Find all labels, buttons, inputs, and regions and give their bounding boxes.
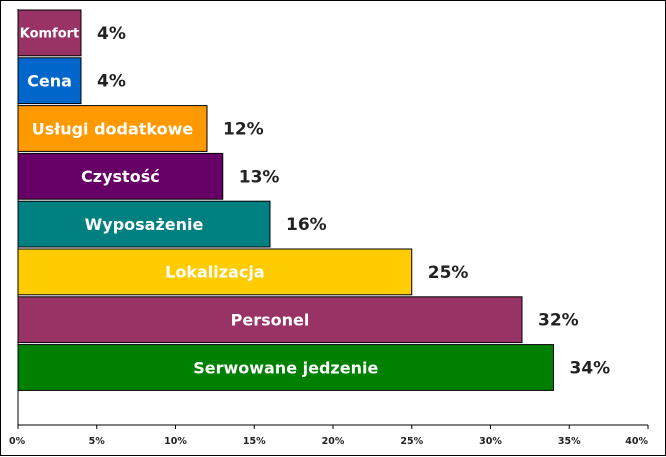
- bar: [17, 57, 82, 105]
- bar-category-label: Czystość: [81, 167, 160, 186]
- x-tick-label: 15%: [243, 436, 266, 447]
- bar-category-label: Cena: [27, 71, 72, 90]
- bar: [17, 9, 82, 57]
- bar-value-label: 13%: [239, 167, 280, 187]
- x-tick-label: 5%: [89, 436, 106, 447]
- x-tick-label: 0%: [9, 436, 26, 447]
- bar-value-label: 32%: [538, 311, 579, 331]
- bar-value-label: 34%: [570, 359, 611, 379]
- bar: [17, 296, 523, 344]
- bar-value-label: 16%: [286, 215, 327, 235]
- bar: [17, 248, 413, 296]
- x-tick-label: 35%: [558, 436, 581, 447]
- x-tick-label: 10%: [164, 436, 187, 447]
- bar-category-label: Wyposażenie: [85, 215, 204, 234]
- bar: [17, 152, 224, 200]
- bar-category-label: Komfort: [20, 27, 80, 42]
- bar-value-label: 4%: [97, 24, 126, 44]
- x-tick-label: 30%: [479, 436, 502, 447]
- bar-value-label: 25%: [428, 263, 469, 283]
- bar: [17, 344, 554, 391]
- bar-category-label: Personel: [231, 310, 310, 329]
- bar: [17, 200, 271, 248]
- x-tick-label: 20%: [322, 436, 345, 447]
- bar-category-label: Usługi dodatkowe: [32, 119, 194, 138]
- x-tick-label: 40%: [625, 436, 648, 447]
- bar-value-label: 4%: [97, 72, 126, 92]
- bar-value-label: 12%: [223, 120, 264, 140]
- bar: [17, 105, 208, 152]
- bar-category-label: Serwowane jedzenie: [193, 358, 378, 377]
- bar-category-label: Lokalizacja: [165, 263, 264, 282]
- x-tick-label: 25%: [400, 436, 423, 447]
